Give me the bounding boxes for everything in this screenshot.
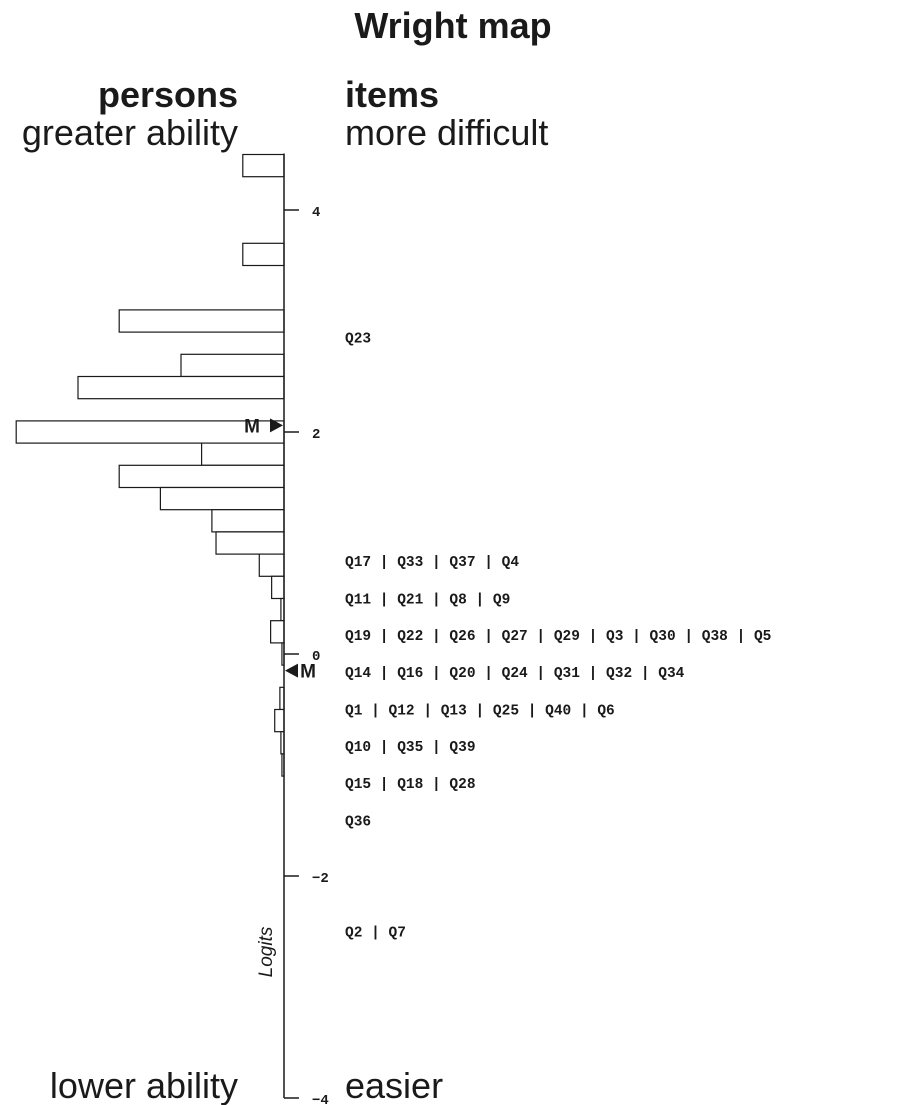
person-mean-arrow: [270, 418, 283, 433]
axis-label: Logits: [256, 926, 277, 977]
person-bar: [242, 153, 285, 178]
items-header: items: [345, 74, 439, 115]
item-mean-label: M: [300, 662, 316, 683]
item-mean-arrow: [285, 663, 298, 678]
person-bar: [211, 509, 285, 533]
person-bar: [201, 442, 285, 466]
item-row-label: Q11 | Q21 | Q8 | Q9: [345, 593, 510, 609]
item-row-label: Q10 | Q35 | Q39: [345, 740, 476, 756]
persons-header: persons: [98, 74, 238, 115]
items-top-label: more difficult: [345, 112, 548, 153]
item-row-label: Q23: [345, 332, 371, 348]
person-histogram: [15, 153, 285, 777]
mean-markers: MM: [244, 416, 316, 682]
person-bar: [242, 242, 285, 267]
tick-label: 2: [312, 427, 320, 443]
tick-label: −2: [312, 871, 329, 887]
chart-title: Wright map: [354, 5, 551, 46]
person-bar: [215, 531, 285, 555]
person-bar: [274, 708, 285, 733]
person-bar: [118, 309, 285, 333]
axis-ticks: 4 2 0 −2 −4: [284, 205, 329, 1105]
item-list: Q23 Q17 | Q33 | Q37 | Q4 Q11 | Q21 | Q8 | …: [345, 332, 771, 942]
item-row-label: Q17 | Q33 | Q37 | Q4: [345, 555, 519, 571]
persons-top-label: greater ability: [22, 112, 238, 153]
tick-label: −4: [312, 1093, 329, 1105]
person-bar: [270, 620, 285, 644]
person-bar: [77, 375, 285, 400]
person-mean-label: M: [244, 416, 260, 437]
person-bar: [258, 553, 285, 577]
person-bar: [271, 575, 285, 600]
item-row-label: Q2 | Q7: [345, 926, 406, 942]
tick-label: 4: [312, 205, 320, 221]
person-bar: [159, 486, 285, 511]
tick-label: 0: [312, 649, 320, 665]
person-bar: [118, 464, 285, 489]
item-row-label: Q36: [345, 815, 371, 831]
items-bottom-label: easier: [345, 1065, 443, 1105]
person-bar: [180, 353, 285, 378]
item-row-label: Q14 | Q16 | Q20 | Q24 | Q31 | Q32 | Q34: [345, 666, 685, 682]
item-row-label: Q15 | Q18 | Q28: [345, 777, 476, 793]
persons-bottom-label: lower ability: [50, 1065, 238, 1105]
item-row-label: Q19 | Q22 | Q26 | Q27 | Q29 | Q3 | Q30 |…: [345, 629, 771, 645]
item-row-label: Q1 | Q12 | Q13 | Q25 | Q40 | Q6: [345, 704, 615, 720]
